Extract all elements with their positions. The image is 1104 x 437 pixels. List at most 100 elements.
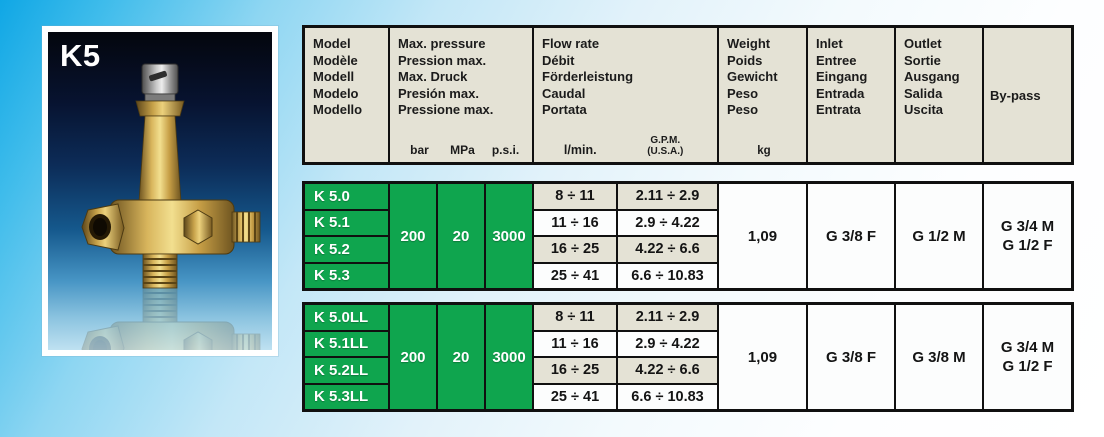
flow-gpm-cell: 4.22 ÷ 6.6 — [618, 237, 717, 264]
header-pressure-de: Max. Druck — [398, 69, 468, 84]
flow-gpm-cell: 6.6 ÷ 10.83 — [618, 384, 717, 409]
bypass-cell: G 3/4 M G 1/2 F — [982, 305, 1071, 409]
product-code-label: K5 — [60, 38, 101, 73]
flow-lmin-cell: 11 ÷ 16 — [534, 331, 616, 358]
header-inlet-en: Inlet — [816, 36, 843, 51]
header-inlet-es: Entrada — [816, 85, 865, 101]
header-pressure-it: Pressione max. — [398, 102, 494, 117]
header-flow-es: Caudal — [542, 85, 586, 101]
header-flow-de: Förderleistung — [542, 69, 634, 84]
unit-psi: p.s.i. — [491, 143, 520, 157]
flow-gpm-cell: 2.11 ÷ 2.9 — [618, 184, 717, 211]
unit-kg: kg — [757, 145, 771, 157]
flow-units-row: l/min. G.P.M. (U.S.A.) — [542, 135, 712, 157]
header-model-de: Modell — [313, 69, 355, 84]
bypass-cell: G 3/4 M G 1/2 F — [982, 184, 1071, 288]
header-inlet: Inlet Entree Eingang Entrada Entrata — [806, 28, 894, 162]
header-bypass: By-pass — [982, 28, 1071, 162]
header-pressure: Max. pressure Pression max. Max. Druck P… — [388, 28, 532, 162]
product-photo-frame: K5 — [42, 26, 278, 356]
header-model: Model Modèle Modell Modelo Modello — [305, 28, 388, 162]
header-inlet-fr: Entree — [816, 52, 857, 68]
outlet-cell: G 3/8 M — [894, 305, 982, 409]
header-model-en: Model — [313, 36, 351, 51]
unit-gpm-line1: G.P.M. — [650, 135, 681, 146]
pressure-bar-cell: 200 — [388, 305, 436, 409]
header-weight-es: Peso — [727, 85, 759, 101]
weight-cell: 1,09 — [717, 184, 806, 288]
header-outlet: Outlet Sortie Ausgang Salida Uscita — [894, 28, 982, 162]
header-model-fr: Modèle — [313, 52, 358, 68]
flow-lmin-cell: 16 ÷ 25 — [534, 358, 616, 385]
bypass-line2: G 1/2 F — [1002, 237, 1053, 254]
flow-gpm-cell: 2.9 ÷ 4.22 — [618, 331, 717, 358]
weight-cell: 1,09 — [717, 305, 806, 409]
header-weight: Weight Poids Gewicht Peso Peso kg — [717, 28, 806, 162]
table-header: Model Modèle Modell Modelo Modello Max. … — [302, 25, 1074, 165]
header-model-es: Modelo — [313, 85, 359, 101]
header-flow-fr: Débit — [542, 52, 575, 68]
flow-lmin-cell: 8 ÷ 11 — [534, 305, 616, 332]
header-outlet-it: Uscita — [904, 102, 944, 117]
bypass-line1: G 3/4 M — [1000, 339, 1055, 356]
flow-lmin-cell: 25 ÷ 41 — [534, 263, 616, 288]
flow-lmin-cell: 25 ÷ 41 — [534, 384, 616, 409]
inlet-cell: G 3/8 F — [806, 184, 894, 288]
spec-table: Model Modèle Modell Modelo Modello Max. … — [302, 25, 1074, 412]
model-column: K 5.0LL K 5.1LL K 5.2LL K 5.3LL — [305, 305, 388, 409]
pressure-units-row: bar MPa p.s.i. — [398, 143, 527, 157]
header-outlet-fr: Sortie — [904, 52, 941, 68]
model-cell: K 5.2 — [305, 237, 388, 264]
pressure-psi-cell: 3000 — [484, 184, 532, 288]
bypass-line1: G 3/4 M — [1000, 218, 1055, 235]
pressure-mpa-cell: 20 — [436, 305, 484, 409]
bypass-line2: G 1/2 F — [1002, 358, 1053, 375]
product-photo: K5 — [48, 32, 272, 350]
flow-gpm-cell: 6.6 ÷ 10.83 — [618, 263, 717, 288]
flow-gpm-cell: 4.22 ÷ 6.6 — [618, 358, 717, 385]
model-cell: K 5.3 — [305, 263, 388, 288]
header-outlet-es: Salida — [904, 85, 943, 101]
model-cell: K 5.3LL — [305, 384, 388, 409]
header-model-it: Modello — [313, 102, 363, 117]
header-weight-fr: Poids — [727, 52, 763, 68]
flow-lmin-column: 8 ÷ 11 11 ÷ 16 16 ÷ 25 25 ÷ 41 — [532, 184, 616, 288]
pressure-bar-cell: 200 — [388, 184, 436, 288]
header-weight-it: Peso — [727, 102, 759, 117]
unit-lmin: l/min. — [563, 143, 597, 157]
outlet-cell: G 1/2 M — [894, 184, 982, 288]
flow-gpm-cell: 2.11 ÷ 2.9 — [618, 305, 717, 332]
header-bypass-label: By-pass — [990, 88, 1041, 104]
flow-lmin-cell: 16 ÷ 25 — [534, 237, 616, 264]
pressure-psi-cell: 3000 — [484, 305, 532, 409]
header-inlet-it: Entrata — [816, 102, 861, 117]
header-flow-en: Flow rate — [542, 36, 600, 51]
header-outlet-de: Ausgang — [904, 69, 960, 84]
header-inlet-de: Eingang — [816, 69, 868, 84]
flow-lmin-cell: 8 ÷ 11 — [534, 184, 616, 211]
header-flow: Flow rate Débit Förderleistung Caudal Po… — [532, 28, 717, 162]
model-cell: K 5.2LL — [305, 358, 388, 385]
header-flow-it: Portata — [542, 102, 587, 117]
unit-gpm: G.P.M. (U.S.A.) — [619, 135, 713, 157]
header-weight-en: Weight — [727, 36, 771, 51]
unit-bar: bar — [410, 143, 429, 157]
pressure-mpa-cell: 20 — [436, 184, 484, 288]
flow-gpm-column: 2.11 ÷ 2.9 2.9 ÷ 4.22 4.22 ÷ 6.6 6.6 ÷ 1… — [616, 184, 717, 288]
model-cell: K 5.0LL — [305, 305, 388, 332]
flow-gpm-cell: 2.9 ÷ 4.22 — [618, 210, 717, 237]
header-pressure-en: Max. pressure — [398, 36, 486, 51]
model-cell: K 5.1 — [305, 210, 388, 237]
unit-gpm-line2: (U.S.A.) — [647, 146, 684, 157]
flow-lmin-column: 8 ÷ 11 11 ÷ 16 16 ÷ 25 25 ÷ 41 — [532, 305, 616, 409]
header-pressure-fr: Pression max. — [398, 52, 487, 68]
header-pressure-es: Presión max. — [398, 85, 479, 101]
model-cell: K 5.0 — [305, 184, 388, 211]
model-group-k5: K 5.0 K 5.1 K 5.2 K 5.3 200 20 3000 8 ÷ … — [302, 181, 1074, 291]
header-outlet-en: Outlet — [904, 36, 942, 51]
model-column: K 5.0 K 5.1 K 5.2 K 5.3 — [305, 184, 388, 288]
inlet-cell: G 3/8 F — [806, 305, 894, 409]
valve-illustration — [81, 63, 261, 350]
header-weight-de: Gewicht — [727, 69, 778, 84]
